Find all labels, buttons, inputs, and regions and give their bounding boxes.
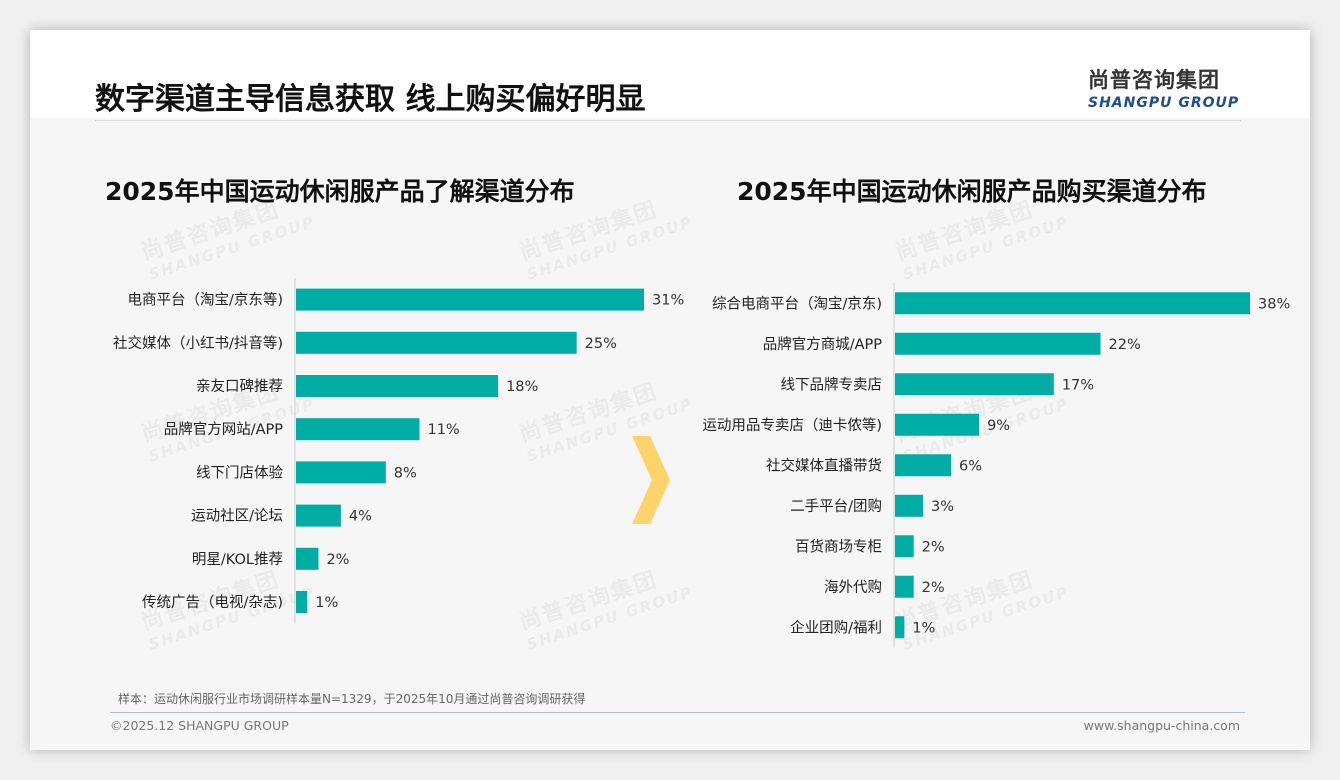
bar <box>895 454 952 477</box>
category-label: 综合电商平台（淘宝/京东) <box>712 295 882 312</box>
chevron-right-arrow-icon <box>632 436 670 524</box>
data-label: 6% <box>959 458 982 474</box>
slide: 数字渠道主导信息获取 线上购买偏好明显 尚普咨询集团 SHANGPU GROUP… <box>30 30 1310 750</box>
bar <box>296 504 341 527</box>
source-note: 样本：运动休闲服行业市场调研样本量N=1329，于2025年10月通过尚普咨询调… <box>118 692 586 706</box>
bar <box>296 461 386 484</box>
category-label: 社交媒体直播带货 <box>766 456 882 474</box>
bar <box>296 375 499 397</box>
category-label: 亲友口碑推荐 <box>196 378 283 395</box>
category-label: 品牌官方网站/APP <box>164 421 284 438</box>
category-label: 企业团购/福利 <box>790 618 882 636</box>
brand-logo: 尚普咨询集团 SHANGPU GROUP <box>1088 64 1248 111</box>
category-label: 线下门店体验 <box>196 464 283 481</box>
category-label: 运动用品专卖店（迪卡侬等) <box>702 416 882 434</box>
logo-cn-text: 尚普咨询集团 <box>1088 68 1220 92</box>
header-divider <box>95 120 1241 121</box>
bar <box>895 373 1054 396</box>
data-label: 25% <box>585 336 617 352</box>
left-bar-chart: 电商平台（淘宝/京东等) 31% 社交媒体（小红书/抖音等) 25% 亲友口碑推荐 18%… <box>113 278 684 624</box>
data-label: 2% <box>326 552 349 568</box>
category-label: 二手平台/团购 <box>790 498 882 515</box>
data-label: 2% <box>922 580 945 596</box>
data-label: 38% <box>1258 296 1290 312</box>
bar <box>296 288 644 311</box>
bar <box>895 616 905 639</box>
category-label: 社交媒体（小红书/抖音等) <box>113 334 283 352</box>
data-label: 31% <box>652 293 684 309</box>
data-label: 9% <box>987 418 1010 434</box>
website-link[interactable]: www.shangpu-china.com <box>1083 718 1240 733</box>
bar <box>895 332 1101 355</box>
bar <box>895 413 980 436</box>
right-chart-title: 2025年中国运动休闲服产品购买渠道分布 <box>737 177 1207 206</box>
bar <box>895 535 914 558</box>
category-label: 明星/KOL推荐 <box>192 551 283 568</box>
category-label: 运动社区/论坛 <box>191 508 283 525</box>
data-label: 8% <box>394 465 417 481</box>
bar <box>296 418 420 441</box>
category-label: 传统广告（电视/杂志) <box>142 594 283 611</box>
data-label: 1% <box>315 595 338 611</box>
bar <box>895 575 914 598</box>
data-label: 2% <box>922 539 945 555</box>
category-label: 百货商场专柜 <box>795 538 882 555</box>
left-chart-title: 2025年中国运动休闲服产品了解渠道分布 <box>105 177 575 206</box>
category-label: 品牌官方商城/APP <box>763 336 883 353</box>
logo-en-text: SHANGPU GROUP <box>1088 95 1240 111</box>
category-label: 海外代购 <box>824 579 882 596</box>
data-label: 11% <box>427 422 459 438</box>
bar <box>296 547 319 570</box>
data-label: 1% <box>912 620 935 636</box>
right-bar-chart: 综合电商平台（淘宝/京东) 38% 品牌官方商城/APP 22% 线下品牌专卖店 17% 运… <box>702 283 1290 648</box>
category-label: 电商平台（淘宝/京东等) <box>127 291 283 309</box>
bar <box>296 331 577 354</box>
copyright-text: ©2025.12 SHANGPU GROUP <box>110 718 289 733</box>
category-label: 线下品牌专卖店 <box>781 376 883 393</box>
data-label: 17% <box>1062 377 1094 393</box>
bar <box>895 494 924 517</box>
data-label: 3% <box>931 499 954 515</box>
data-label: 18% <box>506 379 538 395</box>
bar <box>296 591 308 613</box>
data-label: 4% <box>349 509 372 525</box>
header-band <box>30 30 1310 118</box>
bar <box>895 292 1250 315</box>
footer-divider <box>110 712 1245 713</box>
data-label: 22% <box>1109 337 1141 353</box>
page-title: 数字渠道主导信息获取 线上购买偏好明显 <box>95 82 646 117</box>
